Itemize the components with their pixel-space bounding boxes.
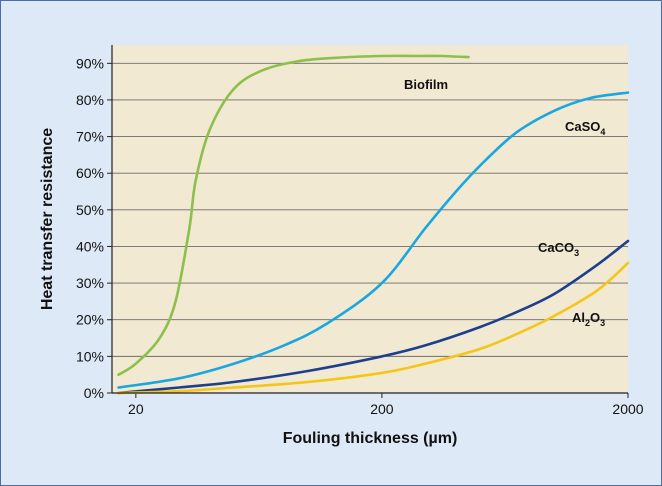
y-tick-label: 0% [84, 385, 104, 401]
y-tick-label: 50% [76, 202, 104, 218]
x-tick-label: 20 [128, 401, 144, 417]
y-axis-title: Heat transfer resistance [39, 128, 56, 310]
y-tick-label: 20% [76, 312, 104, 328]
y-tick-label: 10% [76, 348, 104, 364]
series-line-biofilm [117, 54, 470, 376]
y-tick-label: 30% [76, 275, 104, 291]
plot-area [112, 45, 628, 393]
y-tick-label: 80% [76, 92, 104, 108]
x-tick-label: 2000 [612, 401, 643, 417]
x-tick-label: 200 [370, 401, 394, 417]
series-labels: Biofilm CaSO4 CaCO3 Al2O3 [404, 77, 605, 328]
series-label-al2o3: Al2O3 [572, 310, 605, 328]
series-label-caco3: CaCO3 [538, 240, 579, 258]
y-tick-label: 60% [76, 165, 104, 181]
series-label-caso4: CaSO4 [565, 119, 605, 137]
series-label-biofilm: Biofilm [404, 77, 448, 92]
y-tick-label: 40% [76, 238, 104, 254]
y-tick-label: 70% [76, 129, 104, 145]
tick-labels: 0% 10% 20% 30% 40% 50% 60% 70% 80% 90% 20 200 2000 [76, 55, 644, 417]
series-line-al2o3 [117, 261, 630, 395]
series-line-caso4 [117, 91, 630, 389]
y-tick-label: 90% [76, 55, 104, 71]
series-line-caco3 [117, 239, 630, 395]
series-lines [117, 54, 630, 395]
grid-lines [112, 62, 628, 357]
x-axis-title: Fouling thickness (µm) [283, 430, 458, 447]
